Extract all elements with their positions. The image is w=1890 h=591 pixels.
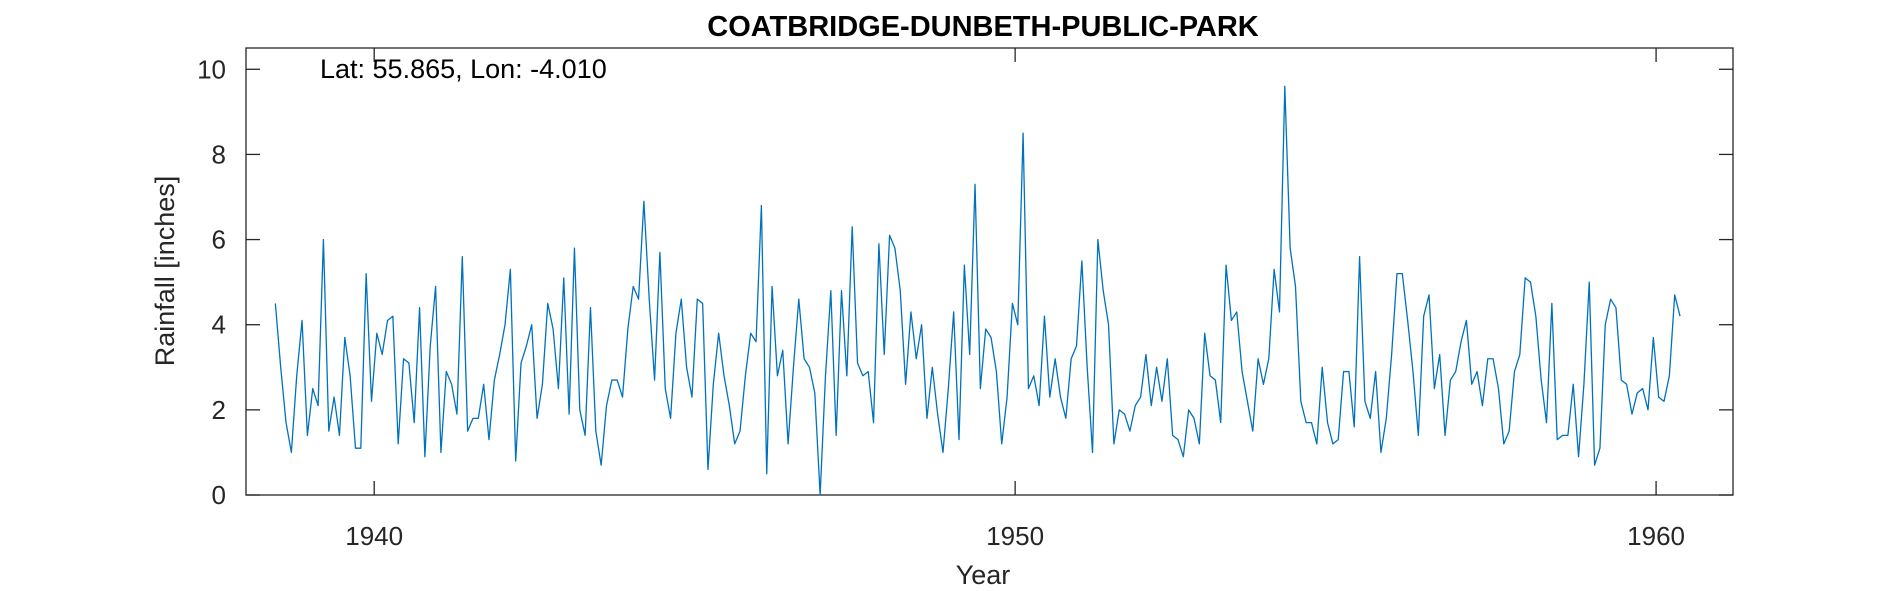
y-tick-label: 6 xyxy=(212,225,226,255)
chart-title: COATBRIDGE-DUNBETH-PUBLIC-PARK xyxy=(707,11,1259,43)
x-axis-ticks: 1940 1950 1960 xyxy=(345,48,1685,551)
y-tick-label: 4 xyxy=(212,310,226,340)
rainfall-series-line xyxy=(274,85,1681,496)
y-tick-label: 8 xyxy=(212,139,226,169)
x-axis-label: Year xyxy=(956,560,1011,590)
x-tick-label: 1960 xyxy=(1627,521,1685,551)
y-axis-ticks: 0 2 4 6 8 10 xyxy=(197,54,1733,510)
y-tick-label: 10 xyxy=(197,54,226,84)
y-axis-label: Rainfall [inches] xyxy=(150,176,180,367)
plot-area: 1940 1950 1960 0 2 4 6 8 10 xyxy=(197,47,1734,551)
location-annotation: Lat: 55.865, Lon: -4.010 xyxy=(320,54,607,84)
x-tick-label: 1940 xyxy=(345,521,403,551)
x-tick-label: 1950 xyxy=(986,521,1044,551)
y-tick-label: 2 xyxy=(212,395,226,425)
y-tick-label: 0 xyxy=(212,480,226,510)
axes-box xyxy=(245,47,1734,496)
